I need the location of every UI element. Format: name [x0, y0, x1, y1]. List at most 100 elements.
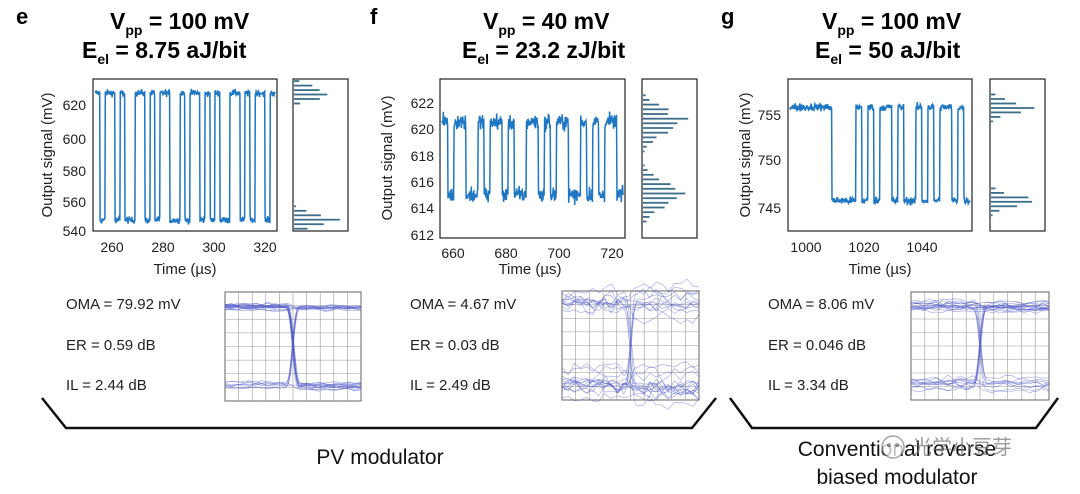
eye-trace [224, 306, 362, 312]
histogram-bar [643, 141, 653, 143]
histogram-bar [991, 187, 996, 190]
eye-trace [224, 301, 362, 311]
panel-e-er: ER = 0.59 dB [66, 337, 156, 354]
panel-e-ytick: 580 [63, 163, 87, 179]
histogram-bar [643, 178, 659, 181]
panel-f-signal-trace [441, 111, 624, 206]
wechat-logo-icon [881, 435, 905, 459]
watermark-text: 光学小豆芽 [912, 436, 1012, 459]
histogram-bar [643, 211, 655, 214]
eye-trace [224, 304, 362, 384]
histogram-bar [294, 98, 320, 100]
eye-trace [561, 377, 700, 399]
panel-e-il: IL = 2.44 dB [66, 377, 147, 394]
histogram-bar [643, 108, 669, 111]
eye-trace [561, 298, 700, 395]
histogram-bar [643, 187, 676, 190]
histogram-bar [643, 183, 671, 185]
panel-e-label: e [16, 4, 28, 29]
eye-trace [910, 300, 1050, 306]
eye-trace [561, 286, 700, 394]
panel-e-xlabel: Time (µs) [153, 261, 216, 278]
histogram-bar [294, 218, 340, 221]
panel-f-label: f [370, 4, 378, 29]
panel-g-eye-diagram [910, 291, 1050, 401]
panel-e-xtick: 260 [100, 239, 124, 255]
eye-trace [561, 298, 700, 312]
panel-f-oma: OMA = 4.67 mV [410, 296, 516, 313]
histogram-bar [643, 206, 665, 209]
panel-g-ytick: 745 [758, 200, 782, 216]
histogram-bar [294, 205, 296, 208]
panel-g-ylabel: Output signal (mV) [737, 92, 754, 217]
eye-trace [561, 378, 700, 396]
histogram-bar [643, 127, 674, 129]
histogram-bar [294, 93, 328, 96]
panel-f-eye-diagram [561, 278, 700, 410]
panel-e-ytick: 620 [63, 97, 87, 113]
panel-e-histogram [294, 80, 340, 230]
panel-f-ylabel: Output signal (mV) [379, 95, 396, 220]
watermark: 光学小豆芽 [881, 435, 1012, 459]
panel-f-ytick: 618 [411, 148, 435, 164]
eye-trace [910, 378, 1050, 394]
eye-trace [561, 362, 700, 391]
histogram-bar [991, 196, 1029, 199]
panel-e-xtick: 320 [253, 239, 277, 255]
histogram-bar [643, 164, 645, 167]
eye-trace [224, 303, 362, 392]
histogram-bar [643, 150, 645, 153]
panel-f-xtick: 660 [441, 245, 465, 261]
eye-trace [561, 288, 700, 314]
eye-trace [910, 306, 1050, 313]
histogram-bar [643, 103, 659, 106]
panel-f-plot-frame [439, 78, 626, 239]
eye-trace [910, 307, 1050, 314]
eye-trace [910, 299, 1050, 309]
panel-g-plot-frame [787, 78, 973, 232]
histogram-bar [643, 169, 648, 171]
histogram-bar [991, 107, 1035, 109]
panel-e: e Vpp = 100 mV Eel = 8.75 aJ/bit 620 600… [16, 4, 362, 402]
histogram-bar [991, 209, 1000, 212]
panel-f-ytick: 622 [411, 95, 435, 111]
panel-e-signal-trace [94, 88, 276, 225]
histogram-bar [991, 214, 993, 217]
panel-g-oma: OMA = 8.06 mV [768, 296, 874, 313]
panel-f-ytick: 614 [411, 200, 435, 216]
eye-trace [561, 300, 700, 314]
histogram-bar [991, 93, 996, 96]
panel-e-ylabel: Output signal (mV) [39, 92, 56, 217]
panel-e-ytick: 540 [63, 223, 87, 239]
eye-trace [910, 298, 1050, 387]
panel-g: g Vpp = 100 mV Eel = 50 aJ/bit 755 750 7… [721, 4, 1050, 401]
histogram-bar [643, 136, 657, 139]
eye-trace [910, 300, 1050, 311]
histogram-bar [294, 223, 324, 226]
panel-e-histogram-frame [292, 78, 349, 232]
histogram-bar [643, 131, 668, 134]
histogram-bar [643, 192, 686, 195]
panel-f-xtick: 700 [547, 245, 571, 261]
panel-f-histogram-frame [641, 78, 698, 239]
eye-trace [910, 299, 1050, 392]
eye-trace [561, 295, 700, 410]
panel-g-histogram-frame [989, 78, 1046, 232]
pv-modulator-brace [41, 397, 717, 430]
eye-trace [910, 377, 1050, 385]
panel-f-xtick: 720 [600, 245, 624, 261]
histogram-bar [643, 113, 668, 115]
histogram-bar [643, 145, 647, 148]
eye-trace [224, 304, 362, 387]
panel-g-er: ER = 0.046 dB [768, 337, 866, 354]
eye-trace [224, 307, 362, 388]
panel-e-xtick: 300 [202, 239, 226, 255]
histogram-bar [643, 201, 669, 204]
histogram-bar [991, 102, 1016, 105]
panel-e-ytick: 600 [63, 131, 87, 147]
histogram-bar [991, 200, 1032, 203]
panel-g-ytick: 755 [758, 107, 782, 123]
eye-trace [910, 306, 1049, 385]
panel-f-ytick: 612 [411, 227, 435, 243]
histogram-bar [643, 117, 689, 120]
